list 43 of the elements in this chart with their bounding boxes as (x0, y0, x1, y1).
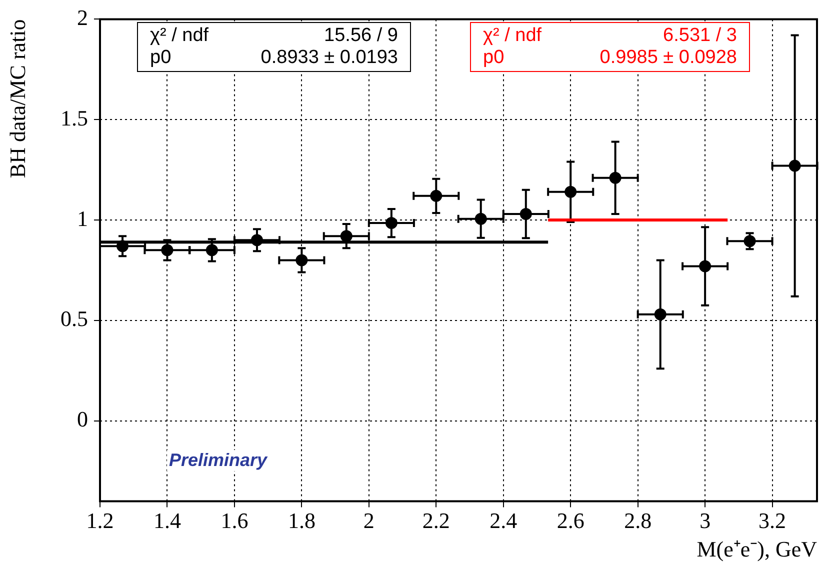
x-tick-label: 2 (363, 508, 374, 534)
y-tick-label: 0.5 (60, 306, 88, 332)
point (654, 308, 666, 320)
annotation: 0.9985 ± 0.0928 (598, 47, 737, 69)
annotation: 6.531 / 3 (662, 25, 737, 47)
annotation: p0 (150, 47, 172, 69)
point (250, 234, 263, 246)
x-tick-label: 2.4 (490, 508, 518, 534)
point (699, 260, 712, 272)
y-tick-label: 0 (77, 406, 88, 432)
x-tick-label: 1.4 (153, 508, 181, 534)
x-tick-label: 1.6 (220, 508, 248, 534)
x-tick-label: 3.2 (758, 508, 786, 534)
point (430, 190, 442, 202)
y-axis-title: BH data/MC ratio (4, 19, 30, 178)
x-tick-label: 3 (700, 508, 711, 534)
annotation: 15.56 / 9 (323, 25, 398, 47)
y-tick-label: 2 (77, 4, 88, 30)
x-tick-label: 2.6 (556, 508, 584, 534)
x-tick-label: 1.8 (288, 508, 316, 534)
annotation: p0 (483, 47, 506, 69)
x-tick-label: 2.2 (422, 508, 450, 534)
point (474, 212, 487, 225)
x-axis-title: M(e⁺e⁻), GeV (696, 536, 818, 562)
point (744, 235, 756, 248)
point (788, 160, 801, 172)
point (206, 244, 218, 256)
point (609, 172, 622, 184)
x-tick-label: 2.8 (624, 508, 652, 534)
annotation: χ² / ndf (150, 25, 210, 47)
point (564, 186, 577, 198)
annotation: Preliminary (167, 450, 270, 471)
annotation: 0.8933 ± 0.0193 (260, 47, 398, 69)
point (520, 208, 532, 220)
y-tick-label: 1.5 (60, 105, 88, 130)
y-tick-label: 1 (77, 206, 88, 231)
point (161, 244, 174, 256)
point (340, 230, 352, 242)
point (385, 217, 398, 230)
annotation: χ² / ndf (483, 25, 543, 47)
x-tick-label: 1.2 (86, 508, 114, 534)
point (296, 254, 308, 266)
point (116, 240, 129, 252)
